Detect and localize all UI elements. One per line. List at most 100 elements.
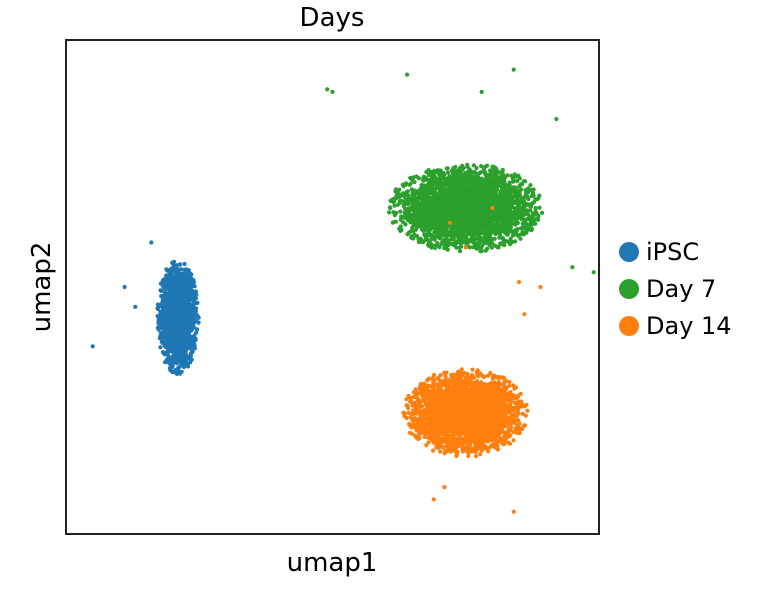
day-7-point	[518, 236, 523, 241]
day-7-point	[420, 210, 425, 215]
ipsc-point	[186, 317, 191, 322]
ipsc-point	[194, 330, 199, 335]
ipsc-point	[160, 350, 166, 355]
day-7-point	[498, 189, 503, 194]
day-7-point	[464, 188, 469, 194]
day-7-point	[484, 217, 489, 222]
day-7-point	[422, 227, 427, 232]
day-7-point	[410, 200, 415, 206]
day-7-point	[515, 220, 520, 225]
day-7-point	[511, 67, 516, 72]
day-7-point	[434, 223, 439, 228]
ipsc-point	[172, 303, 177, 308]
day-7-point	[510, 175, 515, 180]
ipsc-point	[181, 312, 186, 317]
plot-frame	[65, 39, 600, 535]
day-7-point	[419, 190, 424, 195]
ipsc-point	[172, 283, 177, 288]
ipsc-point	[166, 299, 171, 304]
ipsc-point	[163, 360, 168, 365]
day-7-point	[479, 191, 484, 196]
ipsc-point	[163, 309, 168, 314]
day-7-point	[464, 180, 469, 185]
day-7-point	[494, 176, 500, 181]
ipsc-point	[172, 321, 177, 326]
day-7-point	[330, 89, 335, 94]
ipsc-point	[155, 302, 160, 307]
day-7-point	[424, 232, 429, 237]
day-7-point	[447, 242, 452, 247]
day-7-point	[471, 163, 476, 168]
chart-title: Days	[300, 3, 365, 33]
ipsc-point	[175, 275, 180, 280]
day-7-point	[495, 227, 500, 232]
day-7-point	[407, 215, 412, 221]
day-7-point	[591, 270, 596, 275]
ipsc-point	[170, 260, 175, 265]
ipsc-point	[189, 344, 194, 349]
day-7-point	[397, 187, 402, 192]
ipsc-point	[160, 309, 165, 314]
day-7-point	[489, 237, 494, 242]
day-7-point	[514, 193, 519, 199]
day-7-point	[529, 227, 535, 232]
day-7-point	[425, 182, 430, 187]
ipsc-point	[184, 285, 189, 290]
day-7-point	[570, 265, 575, 270]
day-7-point	[412, 222, 417, 228]
day-7-point	[491, 223, 496, 228]
day-7-point	[432, 230, 437, 235]
day-7-point	[462, 202, 467, 207]
day-7-point	[460, 183, 465, 188]
day-7-point	[398, 209, 403, 214]
ipsc-point	[191, 280, 196, 285]
day-7-point	[415, 203, 421, 208]
ipsc-point	[194, 292, 199, 297]
day-7-point	[505, 200, 510, 205]
ipsc-point	[171, 299, 176, 304]
ipsc-point	[170, 354, 175, 359]
day-7-point	[468, 222, 473, 227]
ipsc-point	[183, 341, 188, 346]
day-7-point	[444, 211, 450, 216]
ipsc-point	[175, 291, 180, 296]
day-7-point	[526, 197, 531, 202]
day-7-point	[487, 243, 492, 248]
day-7-point	[528, 208, 533, 213]
ipsc-point	[175, 307, 180, 312]
day-7-point	[478, 177, 483, 182]
ipsc-point	[155, 306, 160, 311]
ipsc-point	[181, 321, 186, 326]
day-7-point	[507, 239, 512, 244]
ipsc-point	[182, 333, 187, 338]
ipsc-point	[182, 282, 187, 287]
day-7-point	[471, 217, 476, 222]
day-7-point	[518, 226, 523, 231]
day-7-point	[465, 162, 470, 167]
day-7-point	[500, 171, 505, 176]
day-7-point	[502, 243, 507, 248]
ipsc-point	[167, 309, 172, 314]
ipsc-point	[162, 296, 167, 301]
day-7-point	[474, 226, 479, 231]
day-7-point	[529, 202, 534, 207]
day-7-point	[432, 234, 437, 239]
day-7-point	[524, 217, 529, 222]
day-7-point	[509, 221, 514, 226]
ipsc-point	[195, 327, 200, 332]
day-7-point	[440, 185, 445, 190]
day-7-point	[488, 178, 493, 183]
day-7-point	[399, 214, 404, 219]
day-7-point	[460, 232, 465, 238]
day-7-point	[503, 204, 508, 210]
day-7-point	[445, 215, 450, 220]
ipsc-point	[173, 269, 178, 274]
ipsc-point	[171, 333, 177, 339]
ipsc-point	[133, 304, 138, 309]
day-7-point	[533, 209, 538, 214]
day-7-point	[532, 221, 537, 226]
day-7-point	[482, 170, 488, 175]
day-7-point	[410, 225, 415, 230]
ipsc-point	[171, 350, 176, 355]
ipsc-point	[160, 278, 165, 283]
